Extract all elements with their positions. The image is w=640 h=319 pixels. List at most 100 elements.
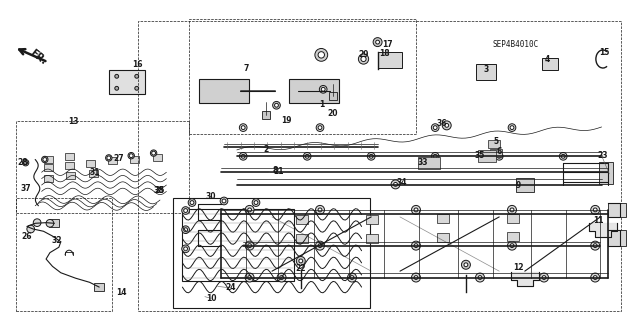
Text: 10: 10: [206, 294, 216, 303]
Circle shape: [182, 207, 189, 214]
Bar: [199, 79, 249, 103]
Circle shape: [431, 152, 439, 160]
Bar: [89, 170, 98, 177]
Circle shape: [305, 154, 309, 158]
Circle shape: [245, 273, 254, 282]
Bar: [173, 198, 370, 308]
Text: 23: 23: [598, 151, 608, 160]
Circle shape: [296, 256, 305, 265]
Circle shape: [442, 121, 451, 130]
Circle shape: [433, 154, 437, 158]
Circle shape: [495, 152, 503, 160]
Bar: [516, 178, 534, 192]
Bar: [44, 155, 53, 162]
Text: 7: 7: [244, 64, 249, 73]
Bar: [65, 153, 74, 160]
Bar: [94, 283, 104, 291]
Bar: [289, 79, 339, 103]
Circle shape: [433, 126, 437, 130]
Text: 33: 33: [417, 158, 428, 167]
Text: 36: 36: [436, 119, 447, 128]
Text: SEP4B4010C: SEP4B4010C: [493, 40, 539, 49]
Bar: [138, 21, 621, 311]
Bar: [507, 232, 519, 241]
Circle shape: [318, 208, 322, 212]
Bar: [479, 150, 497, 162]
Circle shape: [510, 244, 514, 248]
Bar: [366, 234, 378, 243]
Circle shape: [412, 273, 420, 282]
Bar: [189, 19, 416, 134]
Circle shape: [190, 201, 194, 204]
Circle shape: [593, 244, 597, 248]
Bar: [108, 157, 117, 164]
Bar: [44, 174, 53, 182]
Circle shape: [184, 228, 188, 232]
Circle shape: [184, 209, 188, 212]
Bar: [296, 215, 308, 224]
Bar: [44, 164, 53, 171]
Circle shape: [239, 152, 247, 160]
Circle shape: [414, 244, 418, 248]
Circle shape: [43, 158, 47, 161]
Text: 22: 22: [296, 264, 306, 273]
Text: 28: 28: [18, 158, 28, 167]
Polygon shape: [511, 272, 539, 286]
Circle shape: [220, 197, 228, 205]
Text: 21: 21: [273, 167, 284, 176]
Text: 16: 16: [132, 60, 143, 69]
Circle shape: [252, 199, 260, 206]
Circle shape: [22, 160, 29, 166]
Circle shape: [182, 245, 189, 253]
Circle shape: [412, 205, 420, 214]
Text: 11: 11: [593, 216, 604, 225]
Circle shape: [245, 241, 254, 250]
Circle shape: [299, 259, 303, 263]
Circle shape: [542, 276, 546, 279]
Circle shape: [239, 124, 247, 131]
Circle shape: [319, 85, 327, 93]
Circle shape: [414, 208, 418, 212]
Circle shape: [561, 154, 565, 158]
Bar: [329, 92, 337, 100]
Bar: [378, 52, 403, 68]
Circle shape: [591, 241, 600, 250]
Circle shape: [350, 276, 354, 279]
Circle shape: [591, 205, 600, 214]
Circle shape: [277, 273, 286, 282]
Circle shape: [478, 276, 482, 279]
Text: 6: 6: [497, 147, 502, 156]
Bar: [262, 111, 269, 119]
Circle shape: [431, 124, 439, 131]
Circle shape: [394, 182, 397, 186]
Circle shape: [508, 241, 516, 250]
Circle shape: [593, 208, 597, 212]
Circle shape: [464, 263, 468, 267]
Circle shape: [476, 273, 484, 282]
Circle shape: [107, 156, 111, 160]
Circle shape: [348, 273, 356, 282]
Circle shape: [33, 219, 41, 226]
Circle shape: [497, 154, 501, 158]
Bar: [476, 64, 497, 80]
Circle shape: [316, 205, 324, 214]
Circle shape: [316, 241, 324, 250]
Circle shape: [508, 205, 516, 214]
Circle shape: [245, 205, 254, 214]
Text: 5: 5: [493, 137, 499, 146]
Text: 4: 4: [545, 56, 550, 64]
Text: 20: 20: [328, 109, 338, 118]
Circle shape: [128, 152, 134, 159]
Text: FR.: FR.: [28, 48, 49, 67]
Circle shape: [248, 276, 252, 279]
Circle shape: [376, 40, 380, 44]
Circle shape: [24, 161, 28, 165]
Circle shape: [412, 241, 420, 250]
Text: 25: 25: [155, 186, 165, 195]
Bar: [436, 233, 449, 242]
Circle shape: [318, 244, 322, 248]
Circle shape: [358, 54, 369, 64]
Circle shape: [369, 154, 373, 158]
Bar: [182, 209, 294, 281]
Circle shape: [273, 101, 280, 109]
